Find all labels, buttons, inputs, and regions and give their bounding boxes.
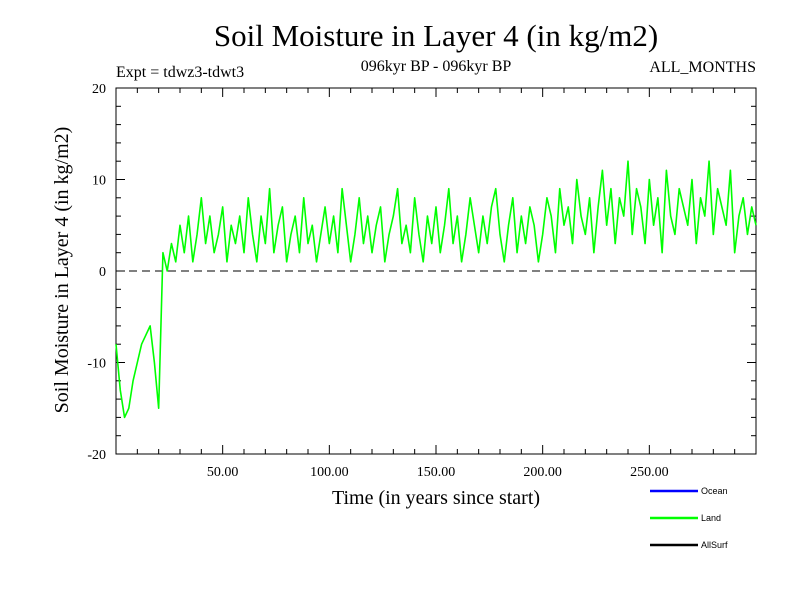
legend: Ocean Land AllSurf xyxy=(650,486,728,550)
y-axis-label: Soil Moisture in Layer 4 (in kg/m2) xyxy=(51,127,73,414)
x-tick-label: 100.00 xyxy=(310,465,349,480)
months-label: ALL_MONTHS xyxy=(649,59,756,76)
y-tick-label: -20 xyxy=(87,448,106,463)
x-tick-label: 50.00 xyxy=(207,465,239,480)
x-tick-label: 200.00 xyxy=(523,465,562,480)
x-tick-label: 250.00 xyxy=(630,465,669,480)
legend-label-land: Land xyxy=(701,513,721,523)
experiment-label: Expt = tdwz3-tdwt3 xyxy=(116,64,244,81)
series-line-land xyxy=(115,160,757,419)
x-tick-label: 150.00 xyxy=(417,465,456,480)
y-tick-label: 10 xyxy=(92,174,106,189)
chart-title: Soil Moisture in Layer 4 (in kg/m2) xyxy=(214,18,658,53)
legend-label-allsurf: AllSurf xyxy=(701,540,728,550)
y-tick-label: -10 xyxy=(87,357,106,372)
y-tick-label: 0 xyxy=(99,265,106,280)
legend-label-ocean: Ocean xyxy=(701,486,728,496)
y-tick-label: 20 xyxy=(92,82,106,97)
x-axis-label: Time (in years since start) xyxy=(332,487,540,509)
period-label: 096kyr BP - 096kyr BP xyxy=(361,58,512,75)
plot-area: 50.00 100.00 150.00 200.00 250.00 -20 -10 0 10 20 xyxy=(87,82,757,480)
